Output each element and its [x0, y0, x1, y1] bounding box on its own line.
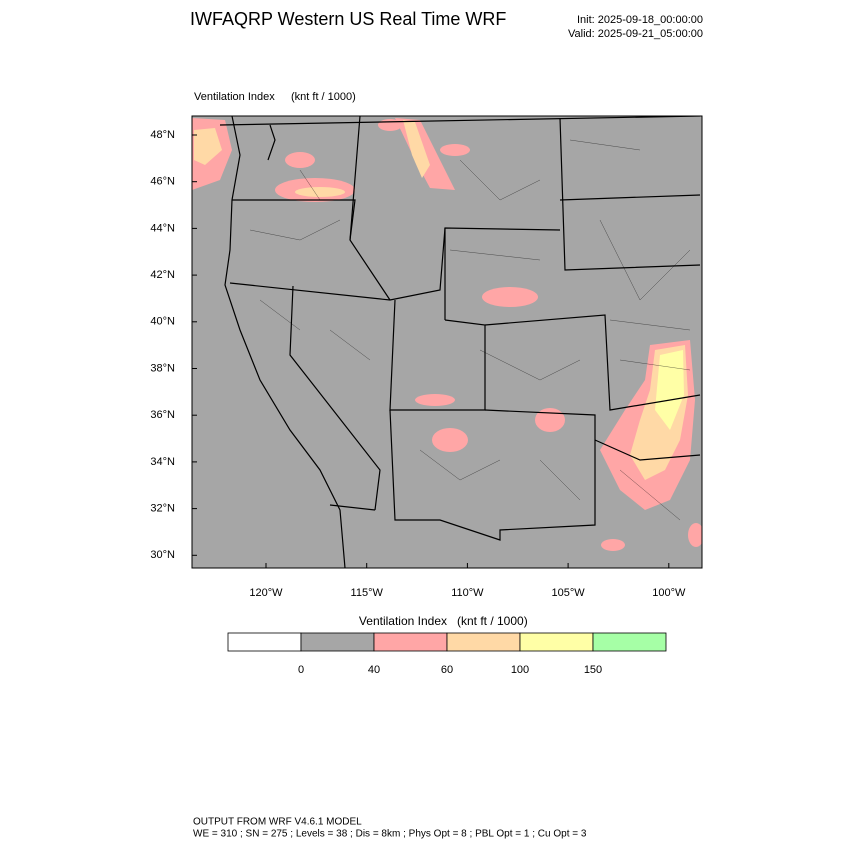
lat-label: 48°N: [150, 129, 175, 141]
county-borders: [249, 139, 691, 521]
lat-label: 32°N: [150, 503, 175, 515]
map-frame: [191, 115, 703, 569]
init-time: Init: 2025-09-18_00:00:00: [577, 14, 703, 26]
colorbar-label: 100: [511, 664, 529, 676]
lat-label: 40°N: [150, 316, 175, 328]
colorbar: 0 40 60 100 150: [227, 632, 667, 676]
colorbar-units: (knt ft / 1000): [457, 614, 528, 628]
colorbar-box: [373, 632, 448, 652]
colorbar-box: [227, 632, 302, 652]
title: IWFAQRP Western US Real Time WRF: [190, 9, 506, 29]
colorbar-box: [446, 632, 521, 652]
state-borders: [219, 116, 701, 568]
footer-line: OUTPUT FROM WRF V4.6.1 MODEL: [193, 817, 362, 828]
colorbar-box: [300, 632, 375, 652]
field-units: (knt ft / 1000): [291, 91, 356, 103]
valid-time: Valid: 2025-09-21_05:00:00: [568, 28, 703, 40]
colorbar-label: 40: [368, 664, 380, 676]
footer-line: WE = 310 ; SN = 275 ; Levels = 38 ; Dis …: [193, 829, 587, 840]
colorbar-title: Ventilation Index: [359, 614, 447, 628]
colorbar-box: [519, 632, 594, 652]
field-label: Ventilation Index: [194, 91, 275, 103]
lat-label: 34°N: [150, 456, 175, 468]
lat-label: 46°N: [150, 176, 175, 188]
lon-label: 105°W: [552, 587, 586, 599]
colorbar-label: 60: [441, 664, 453, 676]
lat-label: 38°N: [150, 362, 175, 374]
lon-label: 120°W: [249, 587, 283, 599]
colorbar-label: 150: [584, 664, 602, 676]
field-shading: [192, 118, 702, 551]
map: [191, 115, 703, 569]
lon-label: 100°W: [652, 587, 686, 599]
lat-label: 44°N: [150, 222, 175, 234]
lat-label: 42°N: [150, 269, 175, 281]
colorbar-box: [592, 632, 667, 652]
colorbar-label: 0: [298, 664, 304, 676]
lat-label: 36°N: [150, 409, 175, 421]
lat-label: 30°N: [150, 549, 175, 561]
lon-label: 110°W: [451, 587, 484, 599]
lon-label: 115°W: [351, 587, 384, 599]
